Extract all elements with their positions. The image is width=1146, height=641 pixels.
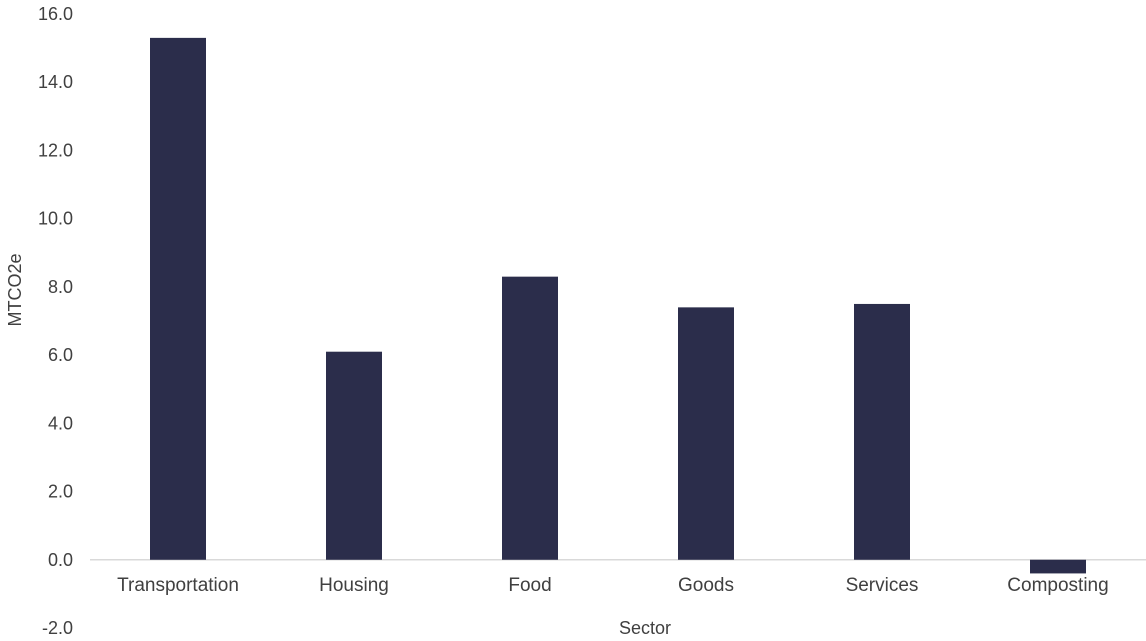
bars (150, 37, 1086, 574)
y-tick-label: 14.0 (38, 72, 73, 92)
x-axis-category-labels: Transportation Housing Food Goods Services Co… (117, 575, 1109, 596)
x-axis-title: Sector (619, 618, 671, 638)
x-tick-label-transportation: Transportation (117, 575, 239, 596)
y-tick-label: -2.0 (42, 618, 73, 638)
y-tick-label: 12.0 (38, 140, 73, 160)
x-tick-label-services: Services (846, 575, 919, 596)
bar-goods (678, 307, 734, 560)
y-tick-label: 10.0 (38, 209, 73, 229)
bar-food (502, 276, 558, 560)
y-tick-label: 4.0 (48, 413, 73, 433)
y-tick-label: 8.0 (48, 277, 73, 297)
x-tick-label-goods: Goods (678, 575, 734, 596)
x-tick-label-food: Food (508, 575, 551, 596)
x-tick-label-composting: Composting (1007, 575, 1108, 596)
bar-housing (326, 351, 382, 560)
bar-transportation (150, 37, 206, 560)
y-tick-label: 6.0 (48, 345, 73, 365)
y-tick-label: 16.0 (38, 4, 73, 24)
y-axis-ticks: -2.0 0.0 2.0 4.0 6.0 8.0 10.0 12.0 14.0 16.0 (38, 4, 73, 638)
y-axis-title: MTCO2e (5, 253, 25, 326)
bar-composting (1030, 559, 1086, 574)
y-tick-label: 0.0 (48, 550, 73, 570)
y-tick-label: 2.0 (48, 482, 73, 502)
bar-services (854, 303, 910, 560)
x-tick-label-housing: Housing (319, 575, 389, 596)
